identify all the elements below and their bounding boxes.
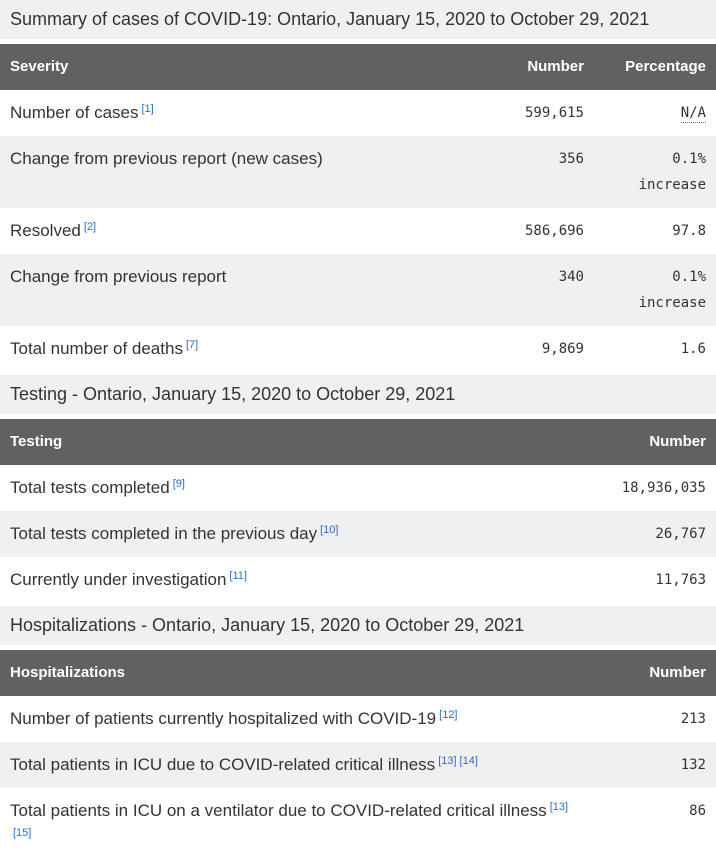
- table-row: Number of cases [1] 599,615 N/A: [0, 90, 716, 136]
- footnote-marker: [14]: [460, 755, 478, 767]
- row-label: Resolved: [10, 221, 81, 240]
- testing-table: Testing Number Total tests completed [9] …: [0, 419, 716, 603]
- testing-table-header-row: Testing Number: [0, 419, 716, 465]
- hospitalizations-section-heading: Hospitalizations - Ontario, January 15, …: [0, 606, 716, 645]
- severity-table: Severity Number Percentage Number of cas…: [0, 44, 716, 372]
- table-row: Total patients in ICU on a ventilator du…: [0, 788, 716, 860]
- column-header-number: Number: [584, 650, 716, 696]
- column-header-number: Number: [584, 419, 716, 465]
- footnote-marker: [15]: [13, 827, 31, 839]
- percentage-direction: increase: [638, 177, 706, 193]
- footnote-link[interactable]: [1]: [141, 103, 154, 115]
- footnote-link[interactable]: [9]: [172, 478, 185, 490]
- column-header-hospitalizations: Hospitalizations: [0, 650, 584, 696]
- hospitalizations-table: Hospitalizations Number Number of patien…: [0, 650, 716, 860]
- row-number: 340: [558, 269, 584, 285]
- table-row: Change from previous report (new cases) …: [0, 136, 716, 208]
- percentage-value: 0.1%: [672, 269, 706, 285]
- footnote-link[interactable]: [13]: [438, 755, 457, 767]
- percentage-direction: increase: [638, 295, 706, 311]
- footnote-link[interactable]: [15]: [13, 827, 32, 839]
- row-label: Total patients in ICU on a ventilator du…: [10, 801, 547, 820]
- footnote-marker: [10]: [320, 524, 338, 536]
- column-header-testing: Testing: [0, 419, 584, 465]
- footnote-link[interactable]: [2]: [83, 221, 97, 233]
- row-number: 132: [680, 757, 706, 773]
- table-row: Total tests completed in the previous da…: [0, 511, 716, 557]
- row-number: 213: [680, 711, 706, 727]
- row-number: 356: [558, 151, 584, 167]
- table-row: Total patients in ICU due to COVID-relat…: [0, 742, 716, 788]
- row-label: Number of patients currently hospitalize…: [10, 709, 437, 728]
- hospitalizations-table-header-row: Hospitalizations Number: [0, 650, 716, 696]
- row-percentage: 97.8: [672, 223, 706, 239]
- row-number: 9,869: [541, 341, 584, 357]
- page-title: Summary of cases of COVID-19: Ontario, J…: [0, 0, 716, 39]
- footnote-link[interactable]: [12]: [439, 709, 458, 721]
- footnote-link[interactable]: [11]: [229, 570, 247, 582]
- table-row: Number of patients currently hospitalize…: [0, 696, 716, 742]
- footnote-marker: [13]: [550, 801, 568, 813]
- row-number: 586,696: [524, 223, 584, 239]
- severity-table-header-row: Severity Number Percentage: [0, 44, 716, 90]
- row-number: 86: [689, 803, 706, 819]
- row-percentage: 0.1% increase: [594, 254, 716, 326]
- row-number: 599,615: [524, 105, 584, 121]
- testing-section-heading: Testing - Ontario, January 15, 2020 to O…: [0, 375, 716, 414]
- row-number: 26,767: [655, 526, 706, 542]
- row-label: Total tests completed: [10, 478, 170, 497]
- footnote-marker: [12]: [439, 709, 457, 721]
- footnote-marker: [13]: [438, 755, 456, 767]
- row-label: Total tests completed in the previous da…: [10, 524, 318, 543]
- column-header-severity: Severity: [0, 44, 482, 90]
- row-label: Change from previous report: [10, 267, 227, 286]
- footnote-link[interactable]: [7]: [185, 339, 199, 351]
- table-row: Change from previous report 340 0.1% incr…: [0, 254, 716, 326]
- row-percentage: 0.1% increase: [594, 136, 716, 208]
- row-label: Total patients in ICU due to COVID-relat…: [10, 755, 436, 774]
- footnote-marker: [7]: [186, 339, 198, 351]
- row-label: Number of cases: [10, 103, 139, 122]
- row-percentage: N/A: [594, 90, 716, 136]
- footnote-link[interactable]: [14]: [459, 755, 478, 767]
- na-abbreviation: N/A: [680, 105, 706, 123]
- row-label: Total number of deaths: [10, 339, 183, 358]
- footnote-link[interactable]: [13]: [549, 801, 569, 813]
- row-label: Change from previous report (new cases): [10, 149, 323, 168]
- row-number: 18,936,035: [621, 480, 706, 496]
- footnote-marker: [9]: [173, 478, 185, 490]
- table-row: Resolved [2] 586,696 97.8: [0, 208, 716, 254]
- row-number: 11,763: [655, 572, 706, 588]
- row-percentage: 1.6: [680, 341, 706, 357]
- row-label: Currently under investigation: [10, 570, 227, 589]
- footnote-marker: [1]: [142, 103, 154, 115]
- table-row: Total number of deaths [7] 9,869 1.6: [0, 326, 716, 372]
- footnote-marker: [11]: [229, 570, 247, 582]
- footnote-marker: [2]: [84, 221, 96, 233]
- table-row: Total tests completed [9] 18,936,035: [0, 465, 716, 511]
- percentage-value: 0.1%: [672, 151, 706, 167]
- column-header-percentage: Percentage: [594, 44, 716, 90]
- column-header-number: Number: [482, 44, 594, 90]
- table-row: Currently under investigation [11] 11,763: [0, 557, 716, 603]
- footnote-link[interactable]: [10]: [320, 524, 339, 536]
